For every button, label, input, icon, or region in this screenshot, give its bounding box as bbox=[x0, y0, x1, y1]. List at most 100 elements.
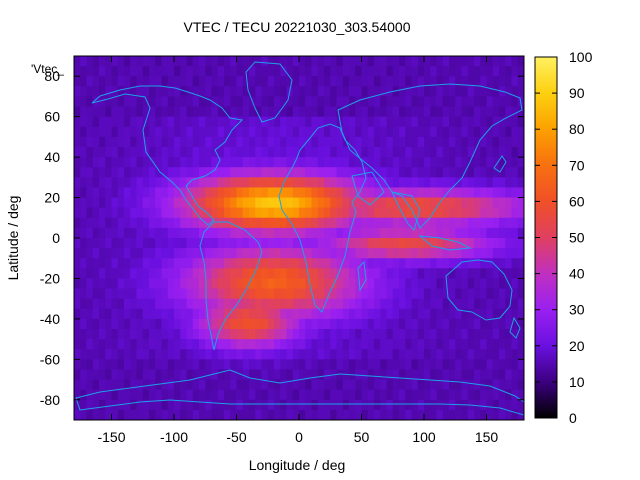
heatmap-cell bbox=[499, 197, 506, 209]
heatmap-cell bbox=[342, 147, 350, 158]
heatmap-cell bbox=[511, 258, 519, 269]
heatmap-cell bbox=[330, 238, 338, 249]
heatmap-cell bbox=[380, 76, 388, 87]
heatmap-cell bbox=[80, 288, 88, 300]
heatmap-cell bbox=[367, 409, 375, 420]
heatmap-cell bbox=[149, 126, 156, 138]
colorbar-tick-label: 40 bbox=[569, 266, 585, 282]
heatmap-cell bbox=[280, 147, 288, 158]
heatmap-cell bbox=[124, 258, 131, 269]
heatmap-cell bbox=[449, 248, 456, 259]
heatmap-cell bbox=[280, 369, 288, 381]
heatmap-cell bbox=[386, 217, 394, 229]
heatmap-cell bbox=[442, 278, 450, 290]
heatmap-cell bbox=[211, 268, 219, 280]
heatmap-cell bbox=[405, 56, 413, 67]
heatmap-cell bbox=[486, 339, 494, 350]
heatmap-cell bbox=[517, 379, 524, 391]
colorbar-tick-label: 50 bbox=[569, 230, 585, 246]
heatmap-cell bbox=[167, 339, 175, 350]
heatmap-cell bbox=[186, 157, 194, 168]
heatmap-cell bbox=[442, 318, 450, 330]
heatmap-cell bbox=[267, 298, 275, 310]
heatmap-cell bbox=[267, 329, 275, 340]
heatmap-cell bbox=[517, 106, 524, 118]
heatmap-cell bbox=[242, 56, 250, 67]
heatmap-cell bbox=[349, 238, 356, 249]
heatmap-cell bbox=[186, 258, 194, 269]
heatmap-cell bbox=[461, 177, 469, 189]
heatmap-cell bbox=[474, 86, 481, 98]
heatmap-cell bbox=[199, 238, 206, 249]
heatmap-cell bbox=[511, 86, 519, 98]
heatmap-cell bbox=[499, 177, 506, 189]
heatmap-cell bbox=[124, 136, 131, 148]
heatmap-cell bbox=[224, 147, 231, 158]
heatmap-cell bbox=[211, 217, 219, 229]
heatmap-cell bbox=[336, 106, 344, 118]
heatmap-cell bbox=[399, 379, 406, 391]
heatmap-cell bbox=[267, 217, 275, 229]
heatmap-cell bbox=[317, 96, 325, 108]
heatmap-cell bbox=[299, 116, 306, 128]
heatmap-cell bbox=[417, 76, 425, 87]
heatmap-cell bbox=[86, 227, 94, 239]
heatmap-cell bbox=[149, 177, 156, 189]
heatmap-cell bbox=[505, 379, 513, 391]
heatmap-cell bbox=[305, 157, 313, 168]
heatmap-cell bbox=[261, 167, 269, 178]
heatmap-cell bbox=[511, 329, 519, 340]
heatmap-cell bbox=[130, 278, 138, 290]
heatmap-cell bbox=[224, 298, 231, 310]
heatmap-cell bbox=[317, 86, 325, 98]
heatmap-cell bbox=[274, 298, 281, 310]
heatmap-cell bbox=[286, 177, 294, 189]
heatmap-cell bbox=[92, 379, 100, 391]
heatmap-cell bbox=[124, 147, 131, 158]
heatmap-cell bbox=[99, 339, 106, 350]
heatmap-cell bbox=[267, 248, 275, 259]
heatmap-cell bbox=[130, 379, 138, 391]
heatmap-cell bbox=[336, 217, 344, 229]
heatmap-cell bbox=[255, 136, 263, 148]
heatmap-cell bbox=[492, 379, 500, 391]
heatmap-cell bbox=[186, 66, 194, 77]
coastline-madagascar bbox=[357, 260, 367, 292]
heatmap-cell bbox=[205, 197, 213, 209]
heatmap-cell bbox=[399, 116, 406, 128]
heatmap-cell bbox=[461, 339, 469, 350]
heatmap-cell bbox=[424, 96, 431, 108]
heatmap-cell bbox=[86, 399, 94, 411]
heatmap-cell bbox=[255, 379, 263, 391]
heatmap-cell bbox=[467, 369, 475, 381]
heatmap-cell bbox=[105, 116, 113, 128]
heatmap-cell bbox=[230, 76, 238, 87]
heatmap-cell bbox=[392, 136, 400, 148]
heatmap-cell bbox=[305, 126, 313, 138]
heatmap-cell bbox=[467, 187, 475, 199]
heatmap-cell bbox=[411, 217, 419, 229]
heatmap-cell bbox=[342, 167, 350, 178]
heatmap-cell bbox=[436, 288, 444, 300]
heatmap-cell bbox=[230, 177, 238, 189]
heatmap-cell bbox=[261, 268, 269, 280]
heatmap-cell bbox=[499, 339, 506, 350]
heatmap-cell bbox=[274, 217, 281, 229]
heatmap-cell bbox=[255, 106, 263, 118]
heatmap-cell bbox=[355, 147, 363, 158]
heatmap-cell bbox=[267, 126, 275, 138]
heatmap-cell bbox=[205, 349, 213, 360]
heatmap-cell bbox=[311, 167, 319, 178]
heatmap-cell bbox=[499, 157, 506, 168]
heatmap-cell bbox=[411, 56, 419, 67]
heatmap-cell bbox=[99, 359, 106, 371]
heatmap-cell bbox=[455, 217, 463, 229]
heatmap-cell bbox=[217, 96, 225, 108]
heatmap-cell bbox=[217, 167, 225, 178]
heatmap-cell bbox=[399, 86, 406, 98]
heatmap-cell bbox=[486, 369, 494, 381]
heatmap-cell bbox=[411, 147, 419, 158]
heatmap-cell bbox=[399, 288, 406, 300]
heatmap-cell bbox=[74, 66, 81, 77]
heatmap-cell bbox=[367, 66, 375, 77]
